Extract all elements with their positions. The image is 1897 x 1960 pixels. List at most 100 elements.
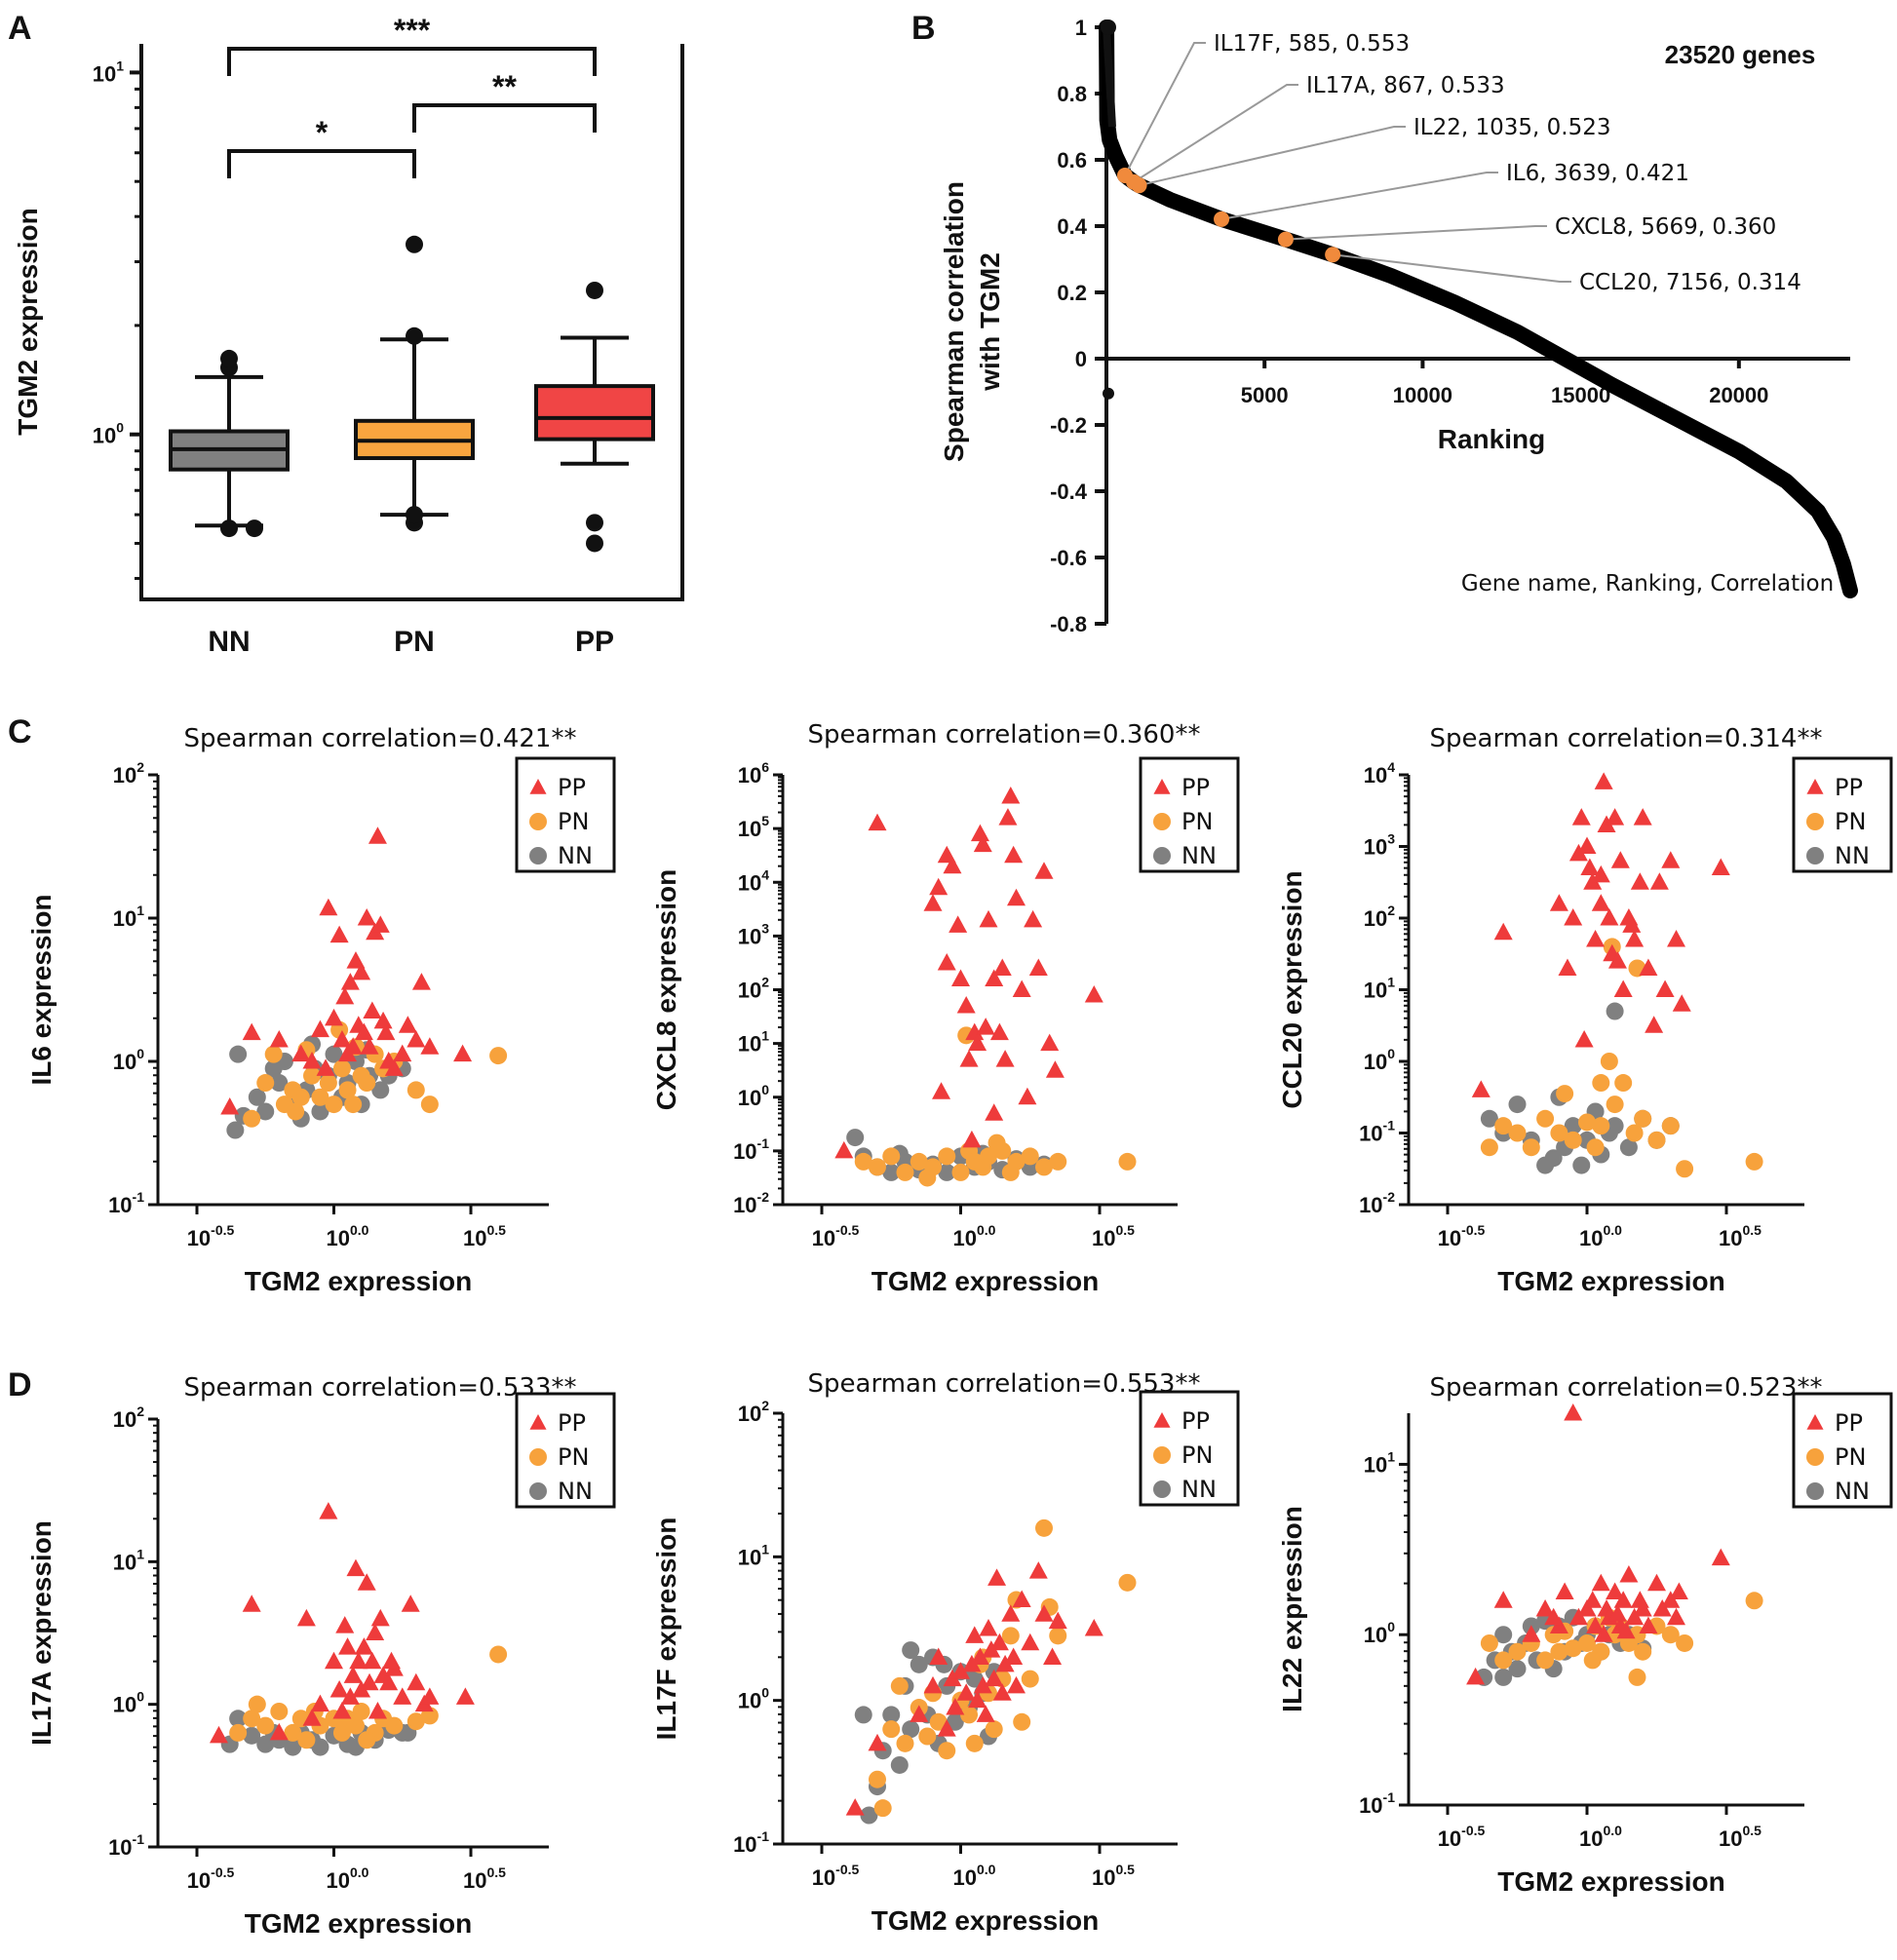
series-pp (209, 1502, 475, 1744)
x-tick-label-base: 10 (1579, 1826, 1603, 1851)
data-point-pp (376, 1022, 396, 1041)
data-point-pp (1018, 1087, 1037, 1105)
x-axis-title: TGM2 expression (1497, 1866, 1724, 1897)
panel-c1: C Spearman correlation=0.421**10-11001011… (8, 713, 616, 1296)
x-tick-label-text: 10-0.5 (187, 1864, 235, 1893)
y-tick-label-exp: 3 (1387, 831, 1395, 847)
data-point-nn (860, 1806, 878, 1825)
data-point-pn (1550, 1124, 1568, 1142)
data-point-pn (1661, 1117, 1680, 1135)
legend-marker-pn (1806, 1448, 1824, 1466)
data-point-pn (358, 1074, 376, 1093)
data-point-pp (1084, 1619, 1103, 1636)
data-point-pp (401, 1595, 420, 1612)
data-point-nn (284, 1738, 302, 1756)
y-tick-label-text: 100 (113, 1689, 144, 1717)
legend-marker-pn (1806, 813, 1824, 830)
data-point-pp (393, 1044, 412, 1062)
y-tick-label-exp: 1 (761, 1541, 769, 1556)
data-point-pp (1522, 1625, 1541, 1642)
series-pn (1480, 938, 1763, 1178)
data-point-pp (834, 1140, 854, 1159)
panel-c2: Spearman correlation=0.360**10-210-11001… (651, 720, 1240, 1296)
data-point-pn (420, 1095, 439, 1114)
data-point-nn (902, 1641, 920, 1660)
data-point-pp (1004, 845, 1024, 864)
outlier-point (586, 514, 603, 532)
y-tick-label-base: 10 (113, 1550, 136, 1574)
data-point-pn (890, 1676, 909, 1695)
data-point-pp (352, 962, 371, 980)
y-tick-label-base: 10 (738, 763, 761, 788)
data-point-pp (1555, 1582, 1574, 1600)
x-tick-label-text: 10-0.5 (812, 1862, 860, 1890)
y-tick-label: 104 (738, 866, 769, 895)
y-tick-label-text: 10-1 (1359, 1118, 1395, 1146)
legend-marker-pp (1806, 779, 1824, 794)
data-point-pp (325, 1651, 343, 1670)
data-point-pn (896, 1734, 914, 1752)
y-tick-label-exp: 0 (136, 1046, 144, 1061)
y-tick-label-base: 10 (1364, 835, 1387, 860)
y-tick-label: 100 (738, 1082, 769, 1110)
y-tick-label-text: 101 (1364, 1448, 1395, 1477)
data-point-pp (956, 1683, 976, 1701)
data-point-pp (965, 1022, 985, 1041)
series-pp (834, 787, 1103, 1159)
y-tick-label: 102 (738, 1398, 769, 1426)
data-point-pp (209, 1725, 228, 1744)
x-tick-label-base: 10 (327, 1868, 350, 1893)
significance-bracket: *** (227, 13, 597, 76)
y-axis-title: IL17A expression (26, 1520, 57, 1746)
data-point-pp (332, 1701, 352, 1719)
gene-count-label: 23520 genes (1665, 40, 1816, 69)
data-point-nn (854, 1706, 872, 1724)
x-tick-label-exp: 0.0 (350, 1864, 369, 1880)
x-tick-label: 10-0.5 (187, 1222, 235, 1250)
data-point-nn (311, 1738, 329, 1756)
data-point-pp (1661, 851, 1681, 868)
y-tick-label-base: 10 (1364, 979, 1387, 1003)
data-point-pp (1471, 1080, 1490, 1097)
data-point-nn (1606, 1002, 1624, 1020)
data-point-pp (1606, 1582, 1625, 1600)
y-tick-label: -0.6 (1050, 546, 1087, 570)
y-tick-label-exp: 1 (1387, 975, 1395, 990)
data-point-pp (1493, 922, 1513, 941)
x-tick-label-base: 10 (187, 1868, 211, 1893)
data-point-pp (979, 1619, 998, 1636)
legend-marker-pp (1806, 1414, 1824, 1430)
highlight-point-cxcl8 (1277, 231, 1294, 248)
data-point-pp (1667, 930, 1686, 947)
y-tick-label-text: 100 (93, 420, 124, 448)
y-tick-label-text: 10-1 (1359, 1789, 1395, 1818)
y-tick-label-exp: -1 (757, 1828, 770, 1844)
data-point-pp (1024, 909, 1043, 928)
y-tick-label: -0.4 (1050, 480, 1088, 504)
data-point-pp (1564, 1403, 1583, 1421)
panel-label-c: C (8, 713, 32, 750)
data-point-pp (1610, 851, 1630, 868)
y-tick-label: 10-1 (1359, 1118, 1395, 1146)
y-tick-label-text: 10-2 (733, 1189, 769, 1217)
bracket-line (227, 149, 416, 178)
outlier-point (406, 235, 423, 253)
data-point-pp (1466, 1667, 1486, 1685)
x-axis-title: TGM2 expression (245, 1908, 472, 1939)
y-tick-label-exp: 2 (136, 1403, 144, 1419)
y-tick-label-exp: 1 (136, 1546, 144, 1561)
data-point-pp (1001, 1604, 1021, 1622)
data-point-pp (979, 909, 998, 928)
data-point-pn (1592, 1074, 1610, 1093)
y-tick-label-base: 10 (1359, 1122, 1382, 1146)
data-point-pn (854, 1152, 872, 1171)
data-point-pp (1571, 808, 1591, 826)
y-tick-label-text: 101 (1364, 975, 1395, 1003)
data-point-pp (951, 969, 970, 986)
legend: PP PN NN (515, 756, 616, 873)
data-point-pp (269, 1722, 289, 1741)
y-tick-label-base: 10 (108, 1835, 132, 1860)
data-point-pn (1480, 1138, 1498, 1157)
data-point-pp (1012, 980, 1031, 997)
